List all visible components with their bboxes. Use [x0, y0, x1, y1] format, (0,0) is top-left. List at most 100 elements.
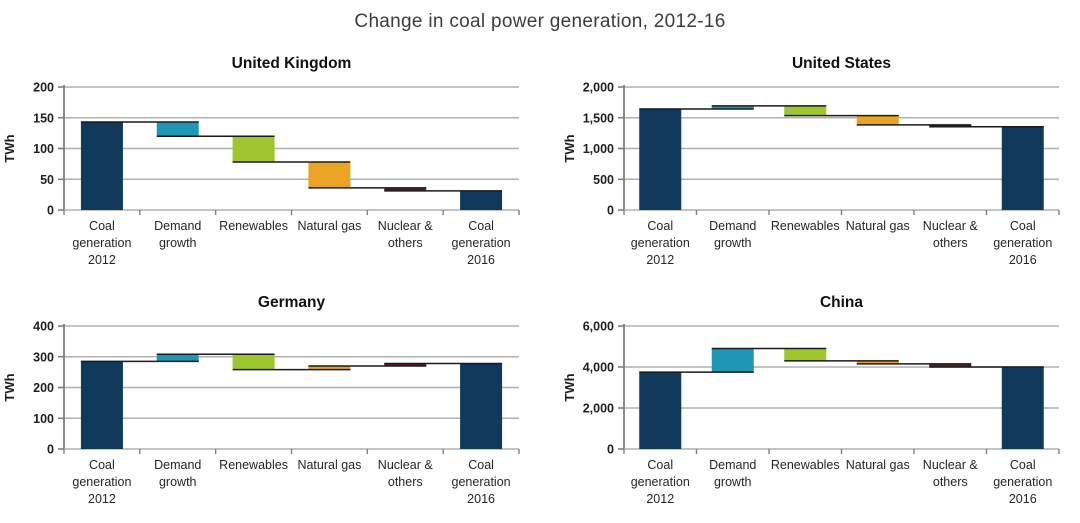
y-axis-label: TWh — [562, 134, 577, 162]
category-label-line: Renewables — [771, 219, 840, 233]
y-tick-label: 2,000 — [583, 402, 614, 416]
category-label-line: Natural gas — [297, 219, 361, 233]
y-tick-label: 4,000 — [583, 361, 614, 375]
chart-grid: United Kingdom 0 50 100 150 200 TWh Coal generat… — [0, 44, 1080, 522]
bar-coal-generation-2012 — [639, 108, 682, 210]
category-label-line: Demand — [154, 219, 201, 233]
figure-title: Change in coal power generation, 2012-16 — [354, 11, 726, 32]
category-label-line: growth — [714, 475, 752, 489]
bar-coal-generation-2012 — [80, 361, 123, 449]
category-label-line: Natural gas — [297, 458, 361, 472]
bar-natural-gas — [308, 162, 351, 188]
category-label-line: Coal — [1010, 458, 1036, 472]
category-label-line: generation — [452, 475, 511, 489]
waterfall-chart-united-kingdom: United Kingdom 0 50 100 150 200 TWh Coal generat… — [2, 55, 520, 267]
bar-nuclear-others — [929, 363, 972, 367]
category-label-line: Nuclear & — [378, 219, 434, 233]
category-label-line: generation — [452, 236, 511, 250]
y-tick-label: 100 — [33, 142, 54, 156]
y-tick-label: 100 — [33, 412, 54, 426]
category-label-line: others — [388, 475, 423, 489]
bar-demand-growth — [156, 354, 199, 362]
chart-panel-germany: Germany 0 100 200 300 400 TWh Coal generation 201… — [0, 283, 540, 522]
chart-title: United Kingdom — [232, 55, 352, 72]
y-tick-label: 400 — [33, 320, 54, 334]
bar-coal-generation-2016 — [1001, 367, 1044, 449]
category-label-line: Nuclear & — [378, 458, 434, 472]
category-label-line: Renewables — [219, 219, 288, 233]
category-label-line: 2012 — [88, 253, 116, 267]
y-tick-label: 6,000 — [583, 320, 614, 334]
category-label-line: others — [933, 475, 968, 489]
category-label-line: Coal — [647, 458, 673, 472]
y-tick-label: 2,000 — [583, 81, 614, 95]
y-tick-label: 50 — [40, 173, 54, 187]
category-label-line: Nuclear & — [923, 458, 979, 472]
category-label-line: 2016 — [1009, 492, 1037, 506]
y-tick-label: 150 — [33, 111, 54, 125]
bar-natural-gas — [856, 115, 899, 125]
category-label-line: Demand — [709, 219, 756, 233]
y-tick-label: 200 — [33, 81, 54, 95]
chart-title: United States — [792, 55, 891, 72]
bar-demand-growth — [711, 105, 754, 109]
bar-coal-generation-2012 — [639, 372, 682, 449]
figure-header: Change in coal power generation, 2012-16 — [0, 0, 1080, 44]
category-label-line: Coal — [647, 219, 673, 233]
y-tick-label: 1,000 — [583, 142, 614, 156]
y-tick-label: 200 — [33, 381, 54, 395]
bar-renewables — [784, 348, 827, 361]
y-tick-label: 300 — [33, 350, 54, 364]
chart-title: China — [820, 294, 863, 311]
category-label-line: Coal — [1010, 219, 1036, 233]
y-axis-label: TWh — [562, 373, 577, 401]
category-label-line: generation — [631, 236, 690, 250]
waterfall-chart-china: China 0 2,000 4,000 6,000 TWh Coal generation 20… — [562, 294, 1060, 506]
category-label-line: Coal — [89, 219, 115, 233]
y-tick-label: 0 — [607, 204, 614, 218]
category-label-line: Renewables — [771, 458, 840, 472]
bar-nuclear-others — [384, 187, 427, 191]
category-label-line: Natural gas — [846, 458, 910, 472]
category-label-line: Renewables — [219, 458, 288, 472]
y-axis-label: TWh — [2, 373, 17, 401]
bar-coal-generation-2016 — [460, 363, 503, 449]
category-label-line: generation — [631, 475, 690, 489]
waterfall-chart-united-states: United States 0 500 1,000 1,500 2,000 TWh Coal g… — [562, 55, 1060, 267]
y-axis-label: TWh — [2, 134, 17, 162]
category-label-line: Natural gas — [846, 219, 910, 233]
category-label-line: generation — [72, 475, 131, 489]
bar-natural-gas — [308, 365, 351, 370]
y-tick-label: 0 — [607, 443, 614, 457]
category-label-line: Demand — [709, 458, 756, 472]
waterfall-chart-germany: Germany 0 100 200 300 400 TWh Coal generation 201… — [2, 294, 520, 506]
y-tick-label: 500 — [593, 173, 614, 187]
category-label-line: others — [388, 236, 423, 250]
bar-coal-generation-2016 — [460, 190, 503, 210]
category-label-line: 2016 — [1009, 253, 1037, 267]
bar-natural-gas — [856, 360, 899, 364]
bar-demand-growth — [711, 348, 754, 373]
category-label-line: generation — [993, 236, 1052, 250]
category-label-line: others — [933, 236, 968, 250]
category-label-line: generation — [993, 475, 1052, 489]
bar-coal-generation-2016 — [1001, 126, 1044, 210]
category-label-line: Nuclear & — [923, 219, 979, 233]
chart-title: Germany — [258, 294, 326, 311]
bar-renewables — [232, 354, 275, 370]
bar-coal-generation-2012 — [80, 122, 123, 210]
category-label-line: generation — [72, 236, 131, 250]
category-label-line: 2012 — [646, 492, 674, 506]
bar-renewables — [784, 105, 827, 116]
bar-demand-growth — [156, 122, 199, 137]
category-label-line: Coal — [468, 458, 494, 472]
y-tick-label: 0 — [47, 443, 54, 457]
category-label-line: 2012 — [88, 492, 116, 506]
bar-renewables — [232, 136, 275, 163]
category-label-line: Coal — [89, 458, 115, 472]
category-label-line: 2016 — [467, 492, 495, 506]
category-label-line: 2016 — [467, 253, 495, 267]
bar-nuclear-others — [384, 363, 427, 367]
y-tick-label: 1,500 — [583, 111, 614, 125]
